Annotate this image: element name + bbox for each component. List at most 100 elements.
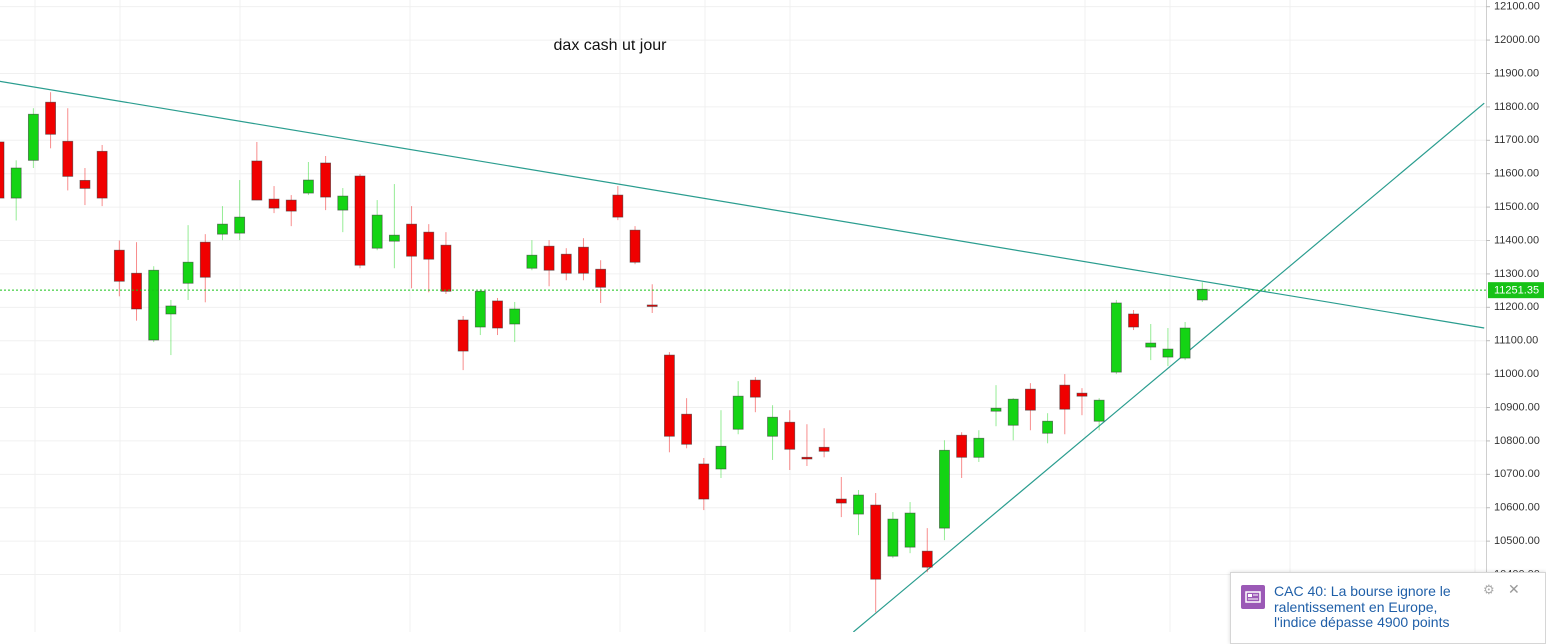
candle-body (612, 194, 624, 218)
candle-body (320, 162, 332, 198)
candle-body (234, 216, 246, 234)
y-tick-label: 11000.00 (1494, 368, 1539, 380)
notification-text[interactable]: CAC 40: La bourse ignore le ralentissemen… (1274, 583, 1451, 631)
chart-title: dax cash ut jour (554, 37, 668, 54)
candle-body (543, 245, 555, 271)
candle-body (371, 214, 383, 249)
time-grid (34, 0, 1476, 632)
candle-body (354, 175, 366, 266)
candle-body (62, 140, 74, 177)
candle-body (818, 446, 830, 452)
candle-body (0, 141, 5, 199)
notification-line: ralentissement en Europe, (1274, 598, 1438, 615)
notification-line: l'indice dépasse 4900 points (1274, 614, 1450, 630)
candle-body (388, 234, 400, 242)
candle-body (79, 179, 91, 189)
candle-body (1076, 392, 1088, 397)
settings-icon[interactable]: ⚙ (1483, 582, 1495, 597)
candle-body (853, 494, 864, 515)
y-tick-label: 10800.00 (1494, 435, 1540, 447)
candle-body (457, 319, 469, 352)
candle-body (1145, 342, 1157, 348)
candle-body (767, 416, 778, 437)
candle-body (956, 434, 968, 458)
candle-body (268, 198, 280, 209)
y-tick-label: 11900.00 (1494, 67, 1539, 79)
y-tick-label: 10500.00 (1494, 535, 1540, 547)
candle-body (526, 254, 538, 269)
candle-body (337, 195, 349, 211)
candle-body (1042, 420, 1053, 434)
candle-body (423, 231, 435, 260)
candle-body (921, 550, 933, 568)
candle-body (45, 101, 56, 135)
last-price-box (1488, 282, 1544, 299)
candle-body (10, 167, 22, 199)
candle-body (285, 199, 297, 212)
candle-body (681, 413, 692, 445)
candle-body (492, 300, 503, 329)
candle-body (406, 223, 417, 257)
candle-body (1093, 399, 1105, 422)
candle-body (1162, 348, 1174, 358)
y-tick-label: 11200.00 (1494, 301, 1539, 313)
candle-body (1196, 288, 1208, 301)
news-glyph (1245, 591, 1261, 603)
y-tick-label: 11300.00 (1494, 268, 1539, 280)
candle-body (1007, 398, 1019, 426)
y-tick-label: 11700.00 (1494, 134, 1539, 146)
candle-body (646, 304, 658, 307)
candle-body (801, 456, 813, 460)
y-tick-label: 11100.00 (1494, 335, 1538, 347)
candle-body (560, 253, 572, 274)
notification-line: CAC 40: La bourse ignore le (1274, 583, 1451, 599)
candle-body (1059, 384, 1071, 410)
candle-body (1128, 313, 1139, 328)
candle-body (509, 308, 521, 325)
y-tick-label: 11400.00 (1494, 234, 1539, 246)
candle-body (835, 498, 847, 504)
candle-body (165, 305, 177, 315)
y-tick-label: 12100.00 (1494, 1, 1540, 13)
candle-body (27, 113, 39, 161)
candle-body (1179, 327, 1191, 359)
candle-body (715, 445, 727, 470)
candle-body (131, 272, 142, 310)
candle-body (1110, 302, 1122, 373)
candle-body (990, 407, 1002, 412)
close-icon[interactable]: ✕ (1508, 581, 1520, 597)
y-tick-label: 11800.00 (1494, 101, 1539, 113)
candle-body (96, 150, 108, 199)
candle-body (904, 512, 916, 548)
candle-body (199, 241, 211, 278)
candle-body (784, 421, 796, 450)
candle-body (1025, 388, 1036, 411)
candle-body (440, 244, 452, 292)
candle-body (698, 463, 710, 500)
y-tick-label: 10700.00 (1494, 468, 1540, 480)
notification[interactable]: CAC 40: La bourse ignore le ralentissemen… (1230, 572, 1546, 644)
candle-body (870, 504, 882, 580)
candle-body (749, 379, 761, 398)
candle-body (939, 449, 950, 529)
y-tick-label: 11600.00 (1494, 168, 1539, 180)
candle-body (303, 179, 314, 194)
y-tick-label: 12000.00 (1494, 34, 1540, 46)
y-tick-label: 10600.00 (1494, 502, 1540, 514)
candle-body (664, 354, 675, 437)
candle-body (148, 269, 160, 341)
candle-body (578, 246, 589, 274)
candle-body (217, 223, 228, 235)
candle-body (251, 160, 263, 201)
y-tick-label: 11500.00 (1494, 201, 1539, 213)
candle-body (113, 249, 125, 282)
candle-body (732, 395, 744, 430)
candle-body (629, 229, 641, 263)
news-icon (1241, 585, 1265, 609)
candle-body (182, 261, 194, 284)
candle-body (973, 437, 985, 458)
y-tick-label: 10900.00 (1494, 401, 1540, 413)
candle-body (595, 268, 607, 288)
